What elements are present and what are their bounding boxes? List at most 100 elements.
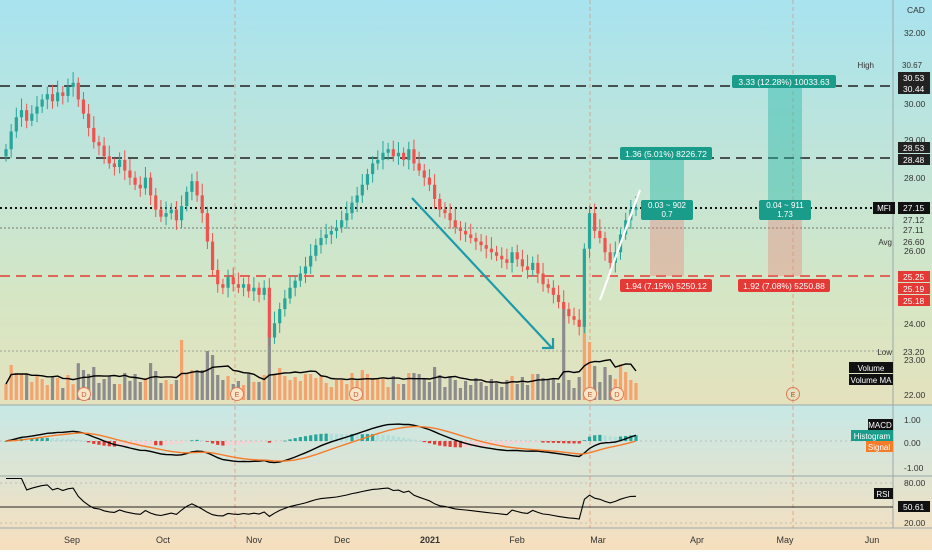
volume-bar	[510, 376, 514, 400]
level-tag-30-44: 30.44	[903, 84, 925, 94]
histogram-bar	[386, 435, 390, 441]
volume-bar	[143, 378, 148, 400]
candle	[608, 243, 612, 270]
candle	[484, 235, 488, 259]
mid-label-box	[641, 200, 693, 220]
volume-bar	[278, 368, 282, 400]
histogram-bar	[45, 437, 49, 441]
histogram-bar	[262, 441, 266, 442]
stop-label-box	[738, 279, 830, 292]
candle	[61, 85, 65, 105]
volume-bar	[618, 364, 623, 400]
volume-bar	[159, 383, 163, 400]
candle	[298, 266, 302, 288]
position-2-labels: 3.33 (12.28%) 10033.63 0.04 ~ 911 1.73 1…	[732, 75, 836, 292]
candle	[350, 196, 354, 220]
y-tick: 28.00	[904, 173, 926, 183]
volume-bar	[453, 380, 457, 400]
stop-label: 1.92 (7.08%) 5250.88	[743, 281, 825, 291]
candle	[355, 186, 359, 213]
svg-text:E: E	[790, 390, 795, 399]
last-price-tag-bg	[898, 202, 930, 214]
histogram-bar	[138, 441, 142, 446]
candle	[582, 243, 586, 334]
volume-bar	[629, 380, 633, 400]
histogram-bar	[402, 437, 406, 441]
event-marker[interactable]: D	[610, 387, 624, 401]
candle	[329, 225, 333, 245]
histogram-bar	[123, 441, 127, 447]
volume-bar	[515, 384, 519, 400]
histogram-bar	[438, 441, 442, 446]
event-marker[interactable]: D	[349, 387, 363, 401]
event-marker[interactable]: D	[77, 387, 91, 401]
histogram-bar	[381, 434, 385, 441]
histogram-bar	[35, 438, 39, 441]
price-scale[interactable]: CAD 32.00 30.00 29.00 28.00 26.00 24.00 …	[849, 5, 930, 400]
histogram-bar	[412, 439, 416, 441]
event-marker[interactable]: E	[583, 387, 597, 401]
time-axis[interactable]: Sep Oct Nov Dec 2021 Feb Mar Apr May Jun	[64, 535, 879, 545]
histogram-bar	[272, 441, 277, 443]
histogram-bar	[618, 436, 623, 441]
histogram-bar	[551, 441, 555, 443]
volume-bar	[345, 384, 349, 400]
low-label: Low	[877, 348, 892, 357]
candle	[195, 171, 199, 202]
histogram-bar	[154, 441, 158, 446]
candle	[520, 249, 524, 272]
level-tag-bg	[898, 72, 930, 83]
histogram-bar	[417, 440, 421, 442]
candle	[324, 223, 328, 245]
histogram-bar	[608, 436, 612, 441]
volume-bar	[551, 379, 555, 400]
volume-bar	[216, 375, 220, 400]
candle	[45, 86, 49, 110]
histogram-bar	[324, 433, 328, 441]
volume-bar	[494, 383, 499, 400]
event-marker[interactable]: E	[230, 387, 244, 401]
candle	[241, 277, 246, 297]
candlesticks	[4, 72, 638, 347]
candle	[469, 223, 473, 244]
trend-line[interactable]	[598, 189, 642, 301]
volume-bar	[118, 384, 122, 400]
volume-bar	[14, 373, 18, 400]
candle	[138, 176, 142, 197]
candle	[81, 92, 86, 120]
svg-text:D: D	[614, 390, 620, 399]
candle	[417, 151, 421, 176]
histogram-bar	[541, 441, 545, 443]
histogram-bar	[241, 441, 246, 444]
x-tick: Dec	[334, 535, 351, 545]
volume-bar	[205, 351, 209, 400]
candle	[371, 155, 375, 183]
candle	[231, 267, 235, 292]
volume-tag-bg	[849, 362, 893, 373]
volume-bar	[474, 378, 478, 400]
volume-bar	[71, 384, 75, 400]
candle	[71, 72, 75, 97]
level-tag-bg	[898, 83, 930, 94]
histogram-tag-bg	[851, 430, 893, 441]
trend-arrow[interactable]	[411, 197, 555, 350]
volume-bar	[412, 373, 416, 400]
volume-bar	[376, 379, 380, 400]
volume-bar	[25, 374, 29, 400]
volume-bar	[340, 380, 344, 400]
level-tag-bg	[898, 295, 930, 306]
y-tick: 29.00	[904, 135, 926, 145]
candle	[587, 205, 592, 259]
candle	[14, 107, 18, 138]
candle	[179, 195, 184, 228]
volume-bar	[448, 376, 452, 400]
x-tick: Apr	[690, 535, 704, 545]
volume-bar	[396, 384, 401, 400]
histogram-bar	[247, 441, 251, 444]
long-position-2[interactable]	[768, 86, 802, 276]
histogram-bar	[87, 441, 91, 443]
target-zone	[650, 158, 684, 208]
event-marker[interactable]: E	[786, 387, 800, 401]
